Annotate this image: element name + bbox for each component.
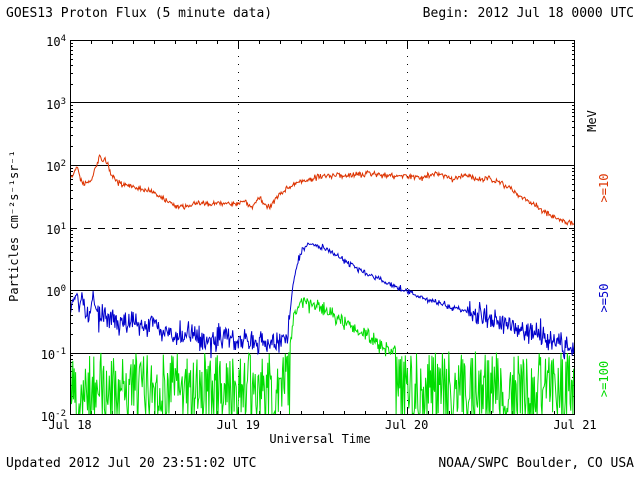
legend-entry-ge50: >=50 — [597, 283, 611, 313]
x-tick-label: Jul 19 — [216, 418, 260, 432]
x-axis-label: Universal Time — [269, 432, 371, 446]
legend-entry-ge100: >=100 — [597, 360, 611, 398]
legend-entry-ge10: >=10 — [597, 173, 611, 203]
y-tick-label: 100 — [46, 284, 66, 299]
plot-border — [70, 40, 575, 415]
series-line--100-mev — [70, 297, 575, 415]
series-line--10-mev — [70, 154, 575, 227]
chart-title: GOES13 Proton Flux (5 minute data) — [6, 6, 273, 21]
y-tick-label: 104 — [46, 34, 66, 49]
y-tick-label: 10-2 — [40, 409, 66, 424]
begin-timestamp: Begin: 2012 Jul 18 0000 UTC — [422, 6, 634, 21]
y-tick-label: 101 — [46, 221, 66, 237]
x-tick-label: Jul 21 — [553, 418, 597, 432]
proton-flux-plot-area — [70, 40, 575, 415]
mev-axis-label: MeV — [585, 110, 599, 132]
y-axis-label: Particles cm⁻²s⁻¹sr⁻¹ — [7, 150, 21, 302]
source-attribution: NOAA/SWPC Boulder, CO USA — [438, 456, 634, 471]
updated-timestamp: Updated 2012 Jul 20 23:51:02 UTC — [6, 456, 257, 471]
chart-canvas — [70, 40, 575, 415]
x-tick-label: Jul 18 — [48, 418, 92, 432]
series-line--50-mev — [70, 242, 575, 360]
y-tick-label: 10-1 — [40, 346, 66, 362]
x-tick-label: Jul 20 — [384, 418, 429, 432]
y-tick-label: 103 — [46, 96, 66, 112]
y-tick-label: 102 — [46, 159, 66, 174]
